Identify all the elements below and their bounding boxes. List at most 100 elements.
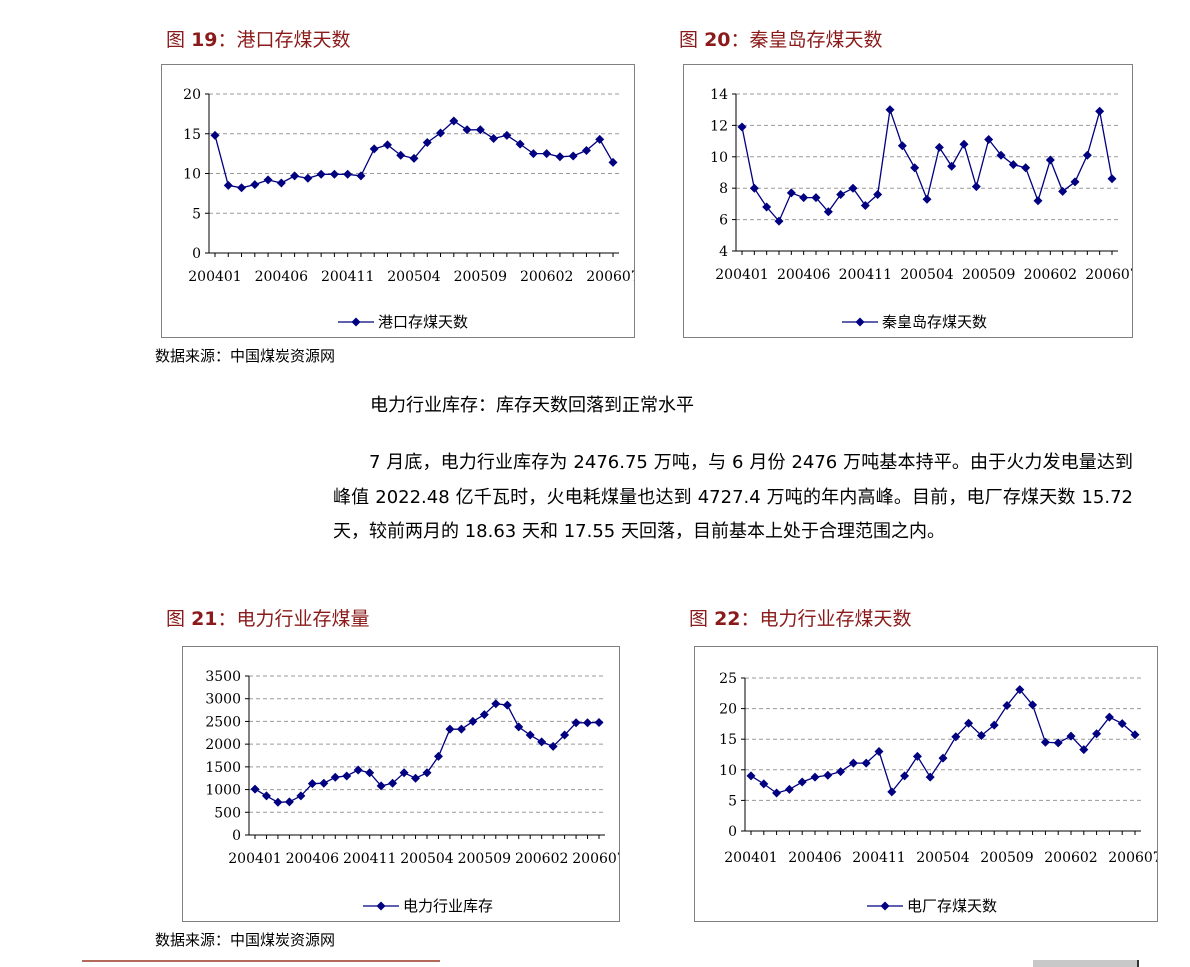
data-point	[514, 722, 524, 732]
data-point	[1070, 177, 1080, 187]
data-point	[900, 771, 910, 781]
data-point	[1095, 106, 1105, 116]
data-point	[1028, 700, 1038, 710]
x-tick-label: 200602	[520, 269, 573, 285]
chart-svg: 0 5 10 15 20 200401 200406 200411 200504 200509 20…	[183, 87, 634, 331]
data-point	[762, 202, 772, 212]
y-tick-label: 8	[719, 181, 728, 197]
data-point	[382, 140, 392, 150]
data-point	[479, 710, 489, 720]
x-tick-label: 200401	[715, 267, 768, 283]
data-point	[250, 784, 260, 794]
x-tick-label: 200411	[343, 851, 396, 867]
y-tick-label: 2500	[205, 714, 241, 730]
data-point	[445, 724, 455, 734]
data-point	[537, 737, 547, 747]
x-tick-label: 200607	[572, 851, 619, 867]
data-point	[449, 116, 459, 126]
data-point	[749, 183, 759, 193]
figure-separator: ：	[217, 608, 237, 630]
x-tick-label: 200607	[586, 269, 634, 285]
x-tick-label: 200504	[387, 269, 441, 285]
data-point	[276, 178, 286, 188]
y-tick-label: 500	[214, 805, 241, 821]
data-point	[799, 193, 809, 203]
y-tick-label: 0	[192, 246, 201, 262]
chart-power-coal-stock: 0 500 1000 1500 2000 2500 3000 3500 200401 200406…	[182, 646, 620, 922]
y-tick-label: 6	[719, 213, 728, 229]
x-tick-label: 200401	[188, 269, 241, 285]
data-point	[261, 791, 271, 801]
data-point	[959, 139, 969, 149]
figure-number: 21	[191, 608, 218, 630]
x-tick-label: 200509	[980, 850, 1033, 866]
data-point	[542, 149, 552, 159]
data-point	[273, 797, 283, 807]
data-point	[365, 768, 375, 778]
data-point	[964, 718, 974, 728]
data-point	[1130, 730, 1140, 740]
data-point	[1058, 186, 1068, 196]
x-tick-label: 200509	[454, 269, 507, 285]
x-tick-label: 200401	[724, 850, 777, 866]
figure-20-title: 图 20：秦皇岛存煤天数	[679, 25, 883, 52]
figure-caption: 电力行业存煤量	[236, 608, 370, 630]
data-point	[823, 207, 833, 217]
data-point	[874, 746, 884, 756]
chart-port-coal-days: 0 5 10 15 20 200401 200406 200411 200504 200509 20…	[161, 64, 635, 338]
legend-label: 港口存煤天数	[378, 313, 468, 331]
x-tick-label: 200607	[1085, 267, 1132, 283]
x-tick-label: 200504	[916, 850, 970, 866]
data-point	[284, 797, 294, 807]
y-tick-label: 10	[183, 167, 201, 183]
data-point	[951, 732, 961, 742]
data-point	[861, 758, 871, 768]
data-point	[502, 700, 512, 710]
data-point	[887, 787, 897, 797]
data-point	[456, 724, 466, 734]
data-point	[848, 758, 858, 768]
y-tick-label: 10	[719, 763, 737, 779]
figure-21-title: 图 21：电力行业存煤量	[166, 604, 370, 631]
figure-22-title: 图 22：电力行业存煤天数	[689, 604, 912, 631]
data-point	[947, 161, 957, 171]
data-point	[784, 784, 794, 794]
chart-svg: 0 5 10 15 20 25 200401 200406 200411 200504 200509…	[719, 671, 1157, 915]
data-point	[369, 144, 379, 154]
data-point	[1033, 196, 1043, 206]
data-point	[388, 778, 398, 788]
data-point	[290, 171, 300, 181]
data-point	[885, 105, 895, 115]
x-tick-label: 200406	[777, 267, 831, 283]
data-point	[910, 163, 920, 173]
x-tick-label: 200411	[852, 850, 905, 866]
data-point	[303, 173, 313, 183]
data-point	[376, 781, 386, 791]
legend-label: 电厂存煤天数	[907, 897, 997, 915]
data-point	[1107, 174, 1117, 184]
data-point	[797, 777, 807, 787]
x-tick-label: 200406	[286, 851, 340, 867]
data-point	[342, 771, 352, 781]
data-point	[525, 730, 535, 740]
chart-qinhuangdao-coal-days: 4 6 8 10 12 14 200401 200406 200411 200504 200509 2…	[683, 64, 1133, 338]
data-point	[786, 188, 796, 198]
figure-number: 19	[191, 29, 218, 51]
legend-marker	[855, 317, 865, 327]
y-tick-label: 4	[719, 244, 728, 260]
data-point	[296, 791, 306, 801]
series-line	[750, 688, 1136, 794]
figure-number: 22	[714, 608, 741, 630]
data-point	[976, 731, 986, 741]
figure-separator: ：	[740, 608, 760, 630]
data-point	[548, 741, 558, 751]
data-point	[343, 169, 353, 179]
x-tick-label: 200504	[400, 851, 454, 867]
data-point	[581, 145, 591, 155]
y-tick-label: 20	[719, 702, 737, 718]
data-point	[1002, 701, 1012, 711]
data-point	[422, 137, 432, 147]
data-point	[810, 772, 820, 782]
series-line	[254, 703, 600, 803]
data-point	[746, 771, 756, 781]
